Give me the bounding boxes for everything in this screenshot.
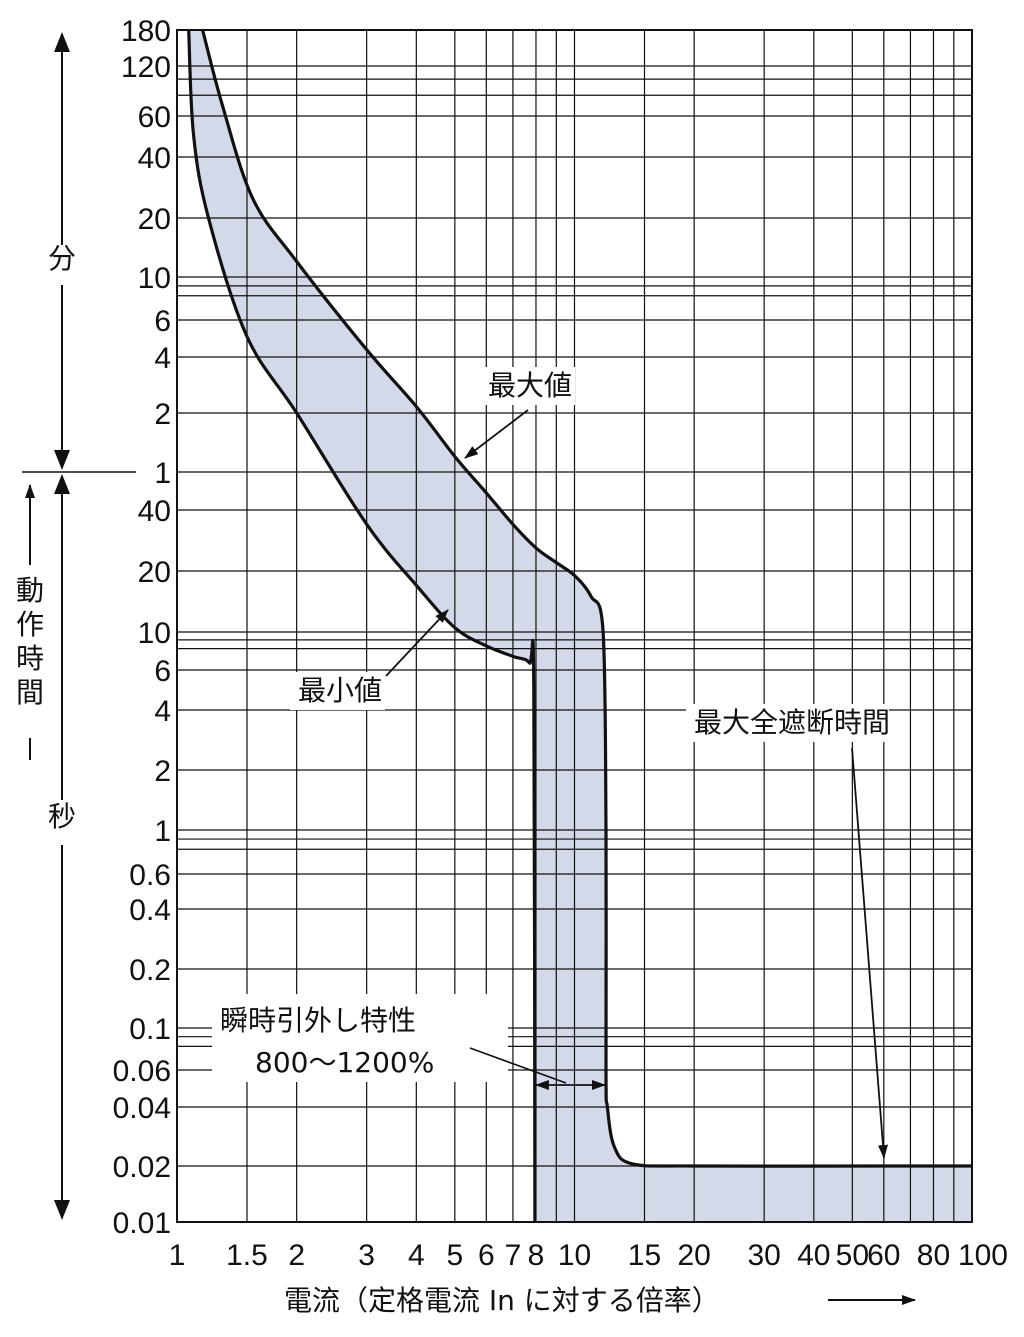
annotation-min-value: 最小値	[298, 674, 382, 707]
y-tick-label: 0.6	[129, 859, 171, 892]
annotation-max-arrow	[464, 409, 529, 459]
y-tick-label: 2	[154, 398, 171, 431]
series-min-curve	[187, 29, 537, 1223]
x-tick-label: 2	[288, 1239, 305, 1272]
plot-frame	[176, 29, 973, 1223]
arrow-down-icon	[54, 1200, 70, 1220]
series-max-curve	[201, 29, 972, 1168]
x-tick-label: 15	[628, 1239, 661, 1272]
annotation-total-break-time-bg	[686, 704, 889, 742]
y-tick-label: 0.06	[113, 1055, 171, 1088]
y-tick-label: 6	[154, 655, 171, 688]
y-tick-label: 20	[138, 556, 171, 589]
annotation-instant-bg	[212, 994, 508, 1082]
arrow-up-icon	[54, 32, 70, 52]
annotation-total-break-time: 最大全遮断時間	[694, 706, 890, 739]
x-tick-label: 50	[836, 1239, 869, 1272]
y-tick-label: 1	[154, 815, 171, 848]
arrow-down-icon	[54, 450, 70, 470]
y-tick-label: 2	[154, 755, 171, 788]
y-tick-label: 0.1	[129, 1013, 171, 1046]
annotation-max-value-bg	[480, 367, 575, 405]
annotation-total-break-arrow	[851, 747, 888, 1159]
x-tick-label: 100	[958, 1239, 1008, 1272]
y-tick-label: 4	[154, 342, 171, 375]
y-tick-label: 40	[138, 495, 171, 528]
y-axis-label: 動作時間	[16, 574, 44, 709]
x-tick-label: 1	[169, 1239, 186, 1272]
x-tick-label: 6	[478, 1239, 495, 1272]
x-tick-label: 1.5	[226, 1239, 268, 1272]
y-tick-label: 0.01	[113, 1207, 171, 1240]
x-axis-label: 電流（定格電流 In に対する倍率）	[284, 1284, 720, 1317]
annotation-min-arrow	[385, 609, 449, 677]
annotation-min-value-bg	[290, 672, 385, 710]
x-tick-label: 80	[917, 1239, 950, 1272]
minutes-unit-label: 分	[48, 242, 76, 275]
y-tick-label: 0.04	[113, 1092, 171, 1125]
x-tick-label: 7	[505, 1239, 522, 1272]
x-tick-label: 20	[677, 1239, 710, 1272]
y-tick-label: 10	[138, 617, 171, 650]
y-tick-label: 60	[138, 101, 171, 134]
y-tick-label: 0.02	[113, 1151, 171, 1184]
x-tick-label: 8	[528, 1239, 545, 1272]
annotation-instant-leader	[469, 1047, 567, 1084]
y-tick-label: 4	[154, 695, 171, 728]
y-tick-label: 10	[138, 262, 171, 295]
y-tick-label: 0.2	[129, 954, 171, 987]
y-tick-label: 20	[138, 203, 171, 236]
arrow-up-icon	[54, 474, 70, 494]
tolerance-band	[188, 30, 972, 1222]
x-tick-label: 30	[747, 1239, 780, 1272]
annotation-instant-trip: 瞬時引外し特性	[220, 1004, 416, 1037]
y-tick-label: 40	[138, 142, 171, 175]
y-tick-label: 120	[121, 51, 171, 84]
y-tick-label: 180	[121, 15, 171, 48]
seconds-unit-label: 秒	[48, 800, 76, 833]
annotation-max-value: 最大値	[488, 369, 572, 402]
y-tick-label: 6	[154, 305, 171, 338]
x-tick-label: 40	[797, 1239, 830, 1272]
x-tick-label: 3	[358, 1239, 375, 1272]
x-tick-label: 60	[867, 1239, 900, 1272]
x-tick-label: 5	[446, 1239, 463, 1272]
y-tick-label: 1	[154, 457, 171, 490]
y-tick-label: 0.4	[129, 894, 171, 927]
annotation-instant-range: 800〜1200%	[255, 1046, 434, 1079]
x-tick-label: 10	[558, 1239, 591, 1272]
x-tick-label: 4	[408, 1239, 425, 1272]
